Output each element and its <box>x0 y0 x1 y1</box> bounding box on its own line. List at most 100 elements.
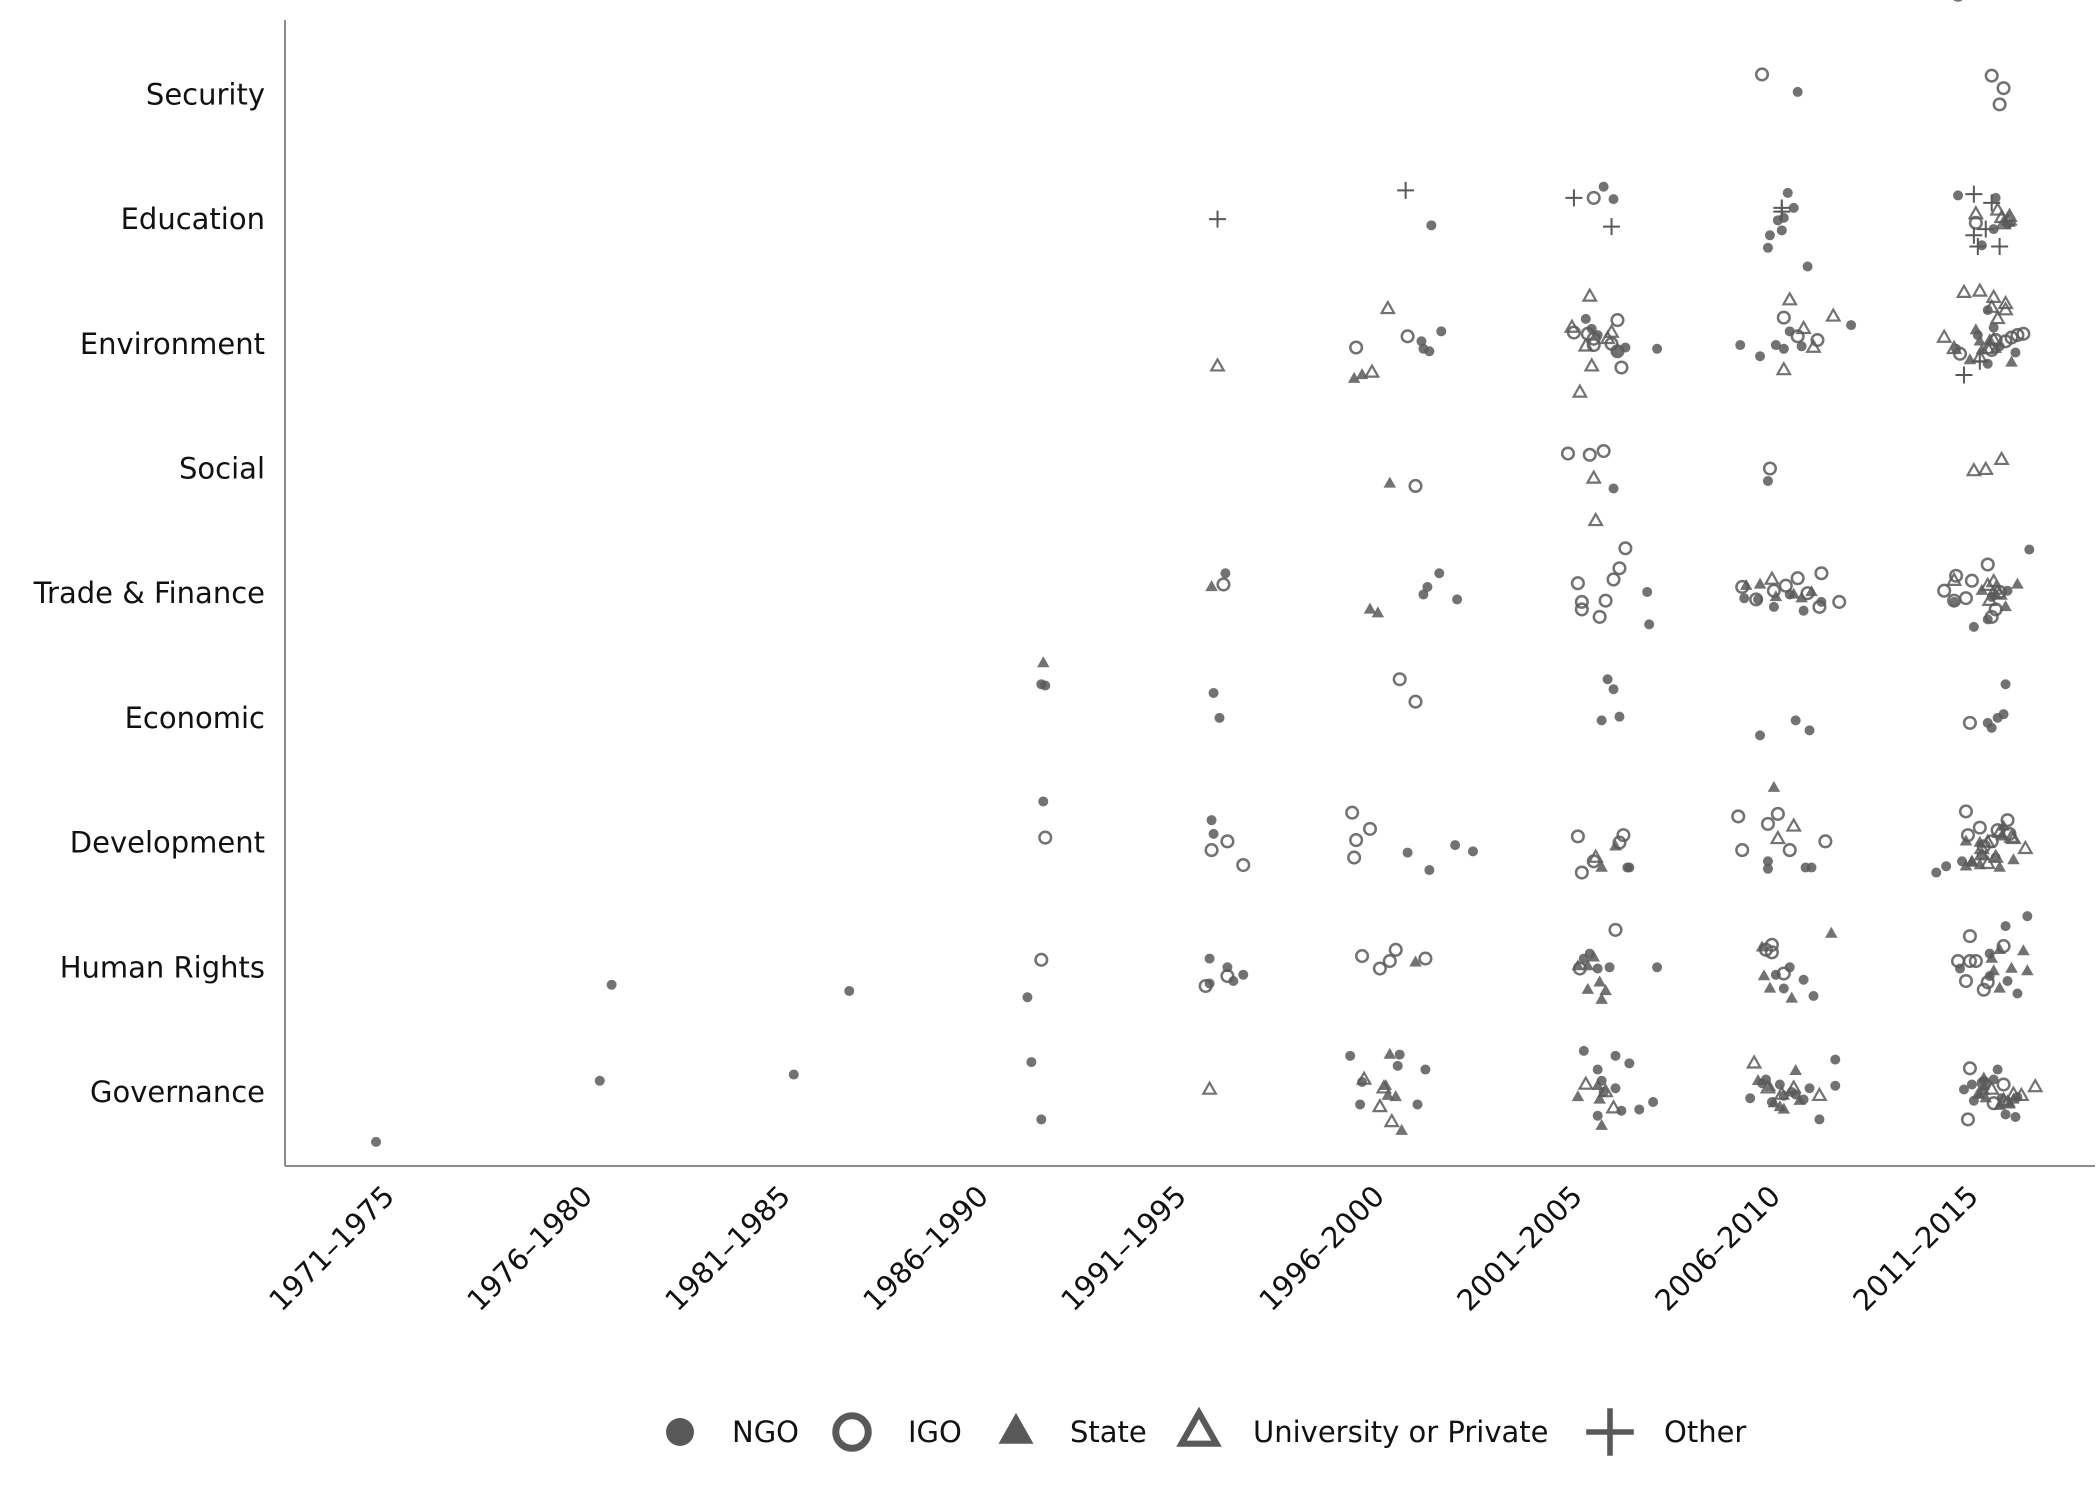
data-point-filled-triangle <box>2007 853 2020 865</box>
data-point-open-circle <box>1362 821 1378 836</box>
data-point-filled-circle <box>1770 340 1781 351</box>
data-point-filled-circle <box>2024 544 2035 555</box>
data-point-filled-circle <box>1778 343 1789 354</box>
data-point-open-circle <box>1586 331 1601 346</box>
data-point-filled-circle <box>1792 86 1803 97</box>
data-point-filled-circle <box>1966 1079 1977 1090</box>
data-point-filled-circle <box>1214 712 1225 723</box>
legend-item: Other <box>1586 1408 1746 1456</box>
data-point-filled-circle <box>1768 601 1779 612</box>
x-tick-label: 2001–2005 <box>1450 1179 1589 1318</box>
data-point-open-circle <box>1962 929 1977 944</box>
data-point-filled-circle <box>1774 1079 1785 1090</box>
data-point-filled-triangle <box>1595 860 1608 872</box>
data-point-filled-triangle <box>1757 969 1771 981</box>
data-point-filled-triangle <box>2005 355 2018 367</box>
data-point-open-triangle <box>1987 848 2004 863</box>
data-point-open-circle <box>1614 360 1629 375</box>
data-point-filled-triangle <box>1787 587 1800 599</box>
data-point-filled-circle <box>1450 840 1461 851</box>
data-point-open-circle <box>1950 954 1966 969</box>
data-point-open-circle <box>1782 843 1797 858</box>
x-tick-label: 1976–1980 <box>460 1179 599 1318</box>
data-point-plus <box>1971 352 1989 370</box>
data-point-filled-triangle <box>1409 955 1422 967</box>
data-point-filled-circle <box>1762 863 1773 874</box>
data-point-open-circle <box>1735 843 1750 858</box>
data-point-plus <box>1603 218 1621 236</box>
data-point-open-circle <box>2010 328 2025 343</box>
y-tick-label: Security <box>146 77 265 111</box>
data-point-filled-triangle <box>1571 1090 1585 1102</box>
data-point-filled-circle <box>1802 261 1813 272</box>
data-point-filled-circle <box>2000 921 2011 932</box>
data-point-filled-circle <box>1949 596 1960 607</box>
data-point-plus <box>1965 185 1983 203</box>
data-point-filled-circle <box>1988 322 1999 333</box>
data-point-open-triangle <box>1563 318 1581 333</box>
data-point-open-circle <box>1984 68 1999 83</box>
data-point-open-triangle <box>1989 309 2006 325</box>
data-point-open-circle <box>1980 975 1995 990</box>
data-point-filled-triangle <box>1805 585 1818 597</box>
data-point-filled-circle <box>1392 1060 1403 1071</box>
data-point-open-triangle <box>1785 1079 1802 1094</box>
data-point-filled-circle <box>1608 483 1619 494</box>
data-point-filled-circle <box>1804 1083 1815 1094</box>
data-point-filled-circle <box>1624 1058 1635 1069</box>
data-point-open-circle <box>1400 329 1415 344</box>
data-point-open-circle <box>1345 805 1360 820</box>
data-point-filled-circle <box>371 1136 382 1147</box>
data-point-open-triangle <box>1785 817 1802 832</box>
data-point-filled-triangle <box>1987 964 2000 976</box>
data-point-open-circle <box>1618 541 1633 556</box>
data-point-open-circle <box>1818 834 1833 849</box>
data-point-filled-circle <box>1610 1050 1621 1061</box>
data-point-filled-circle <box>1412 1099 1423 1110</box>
data-point-open-triangle <box>1209 357 1226 372</box>
legend: NGO IGO State University or Private Other <box>666 1406 1746 1456</box>
data-point-open-circle <box>1958 591 1974 606</box>
data-point-open-triangle <box>2013 1086 2030 1102</box>
data-point-open-triangle <box>1375 1079 1392 1094</box>
data-point-open-circle <box>1764 937 1779 952</box>
data-point-filled-circle <box>1424 865 1435 876</box>
data-point-open-triangle <box>1763 570 1781 585</box>
data-point-plus <box>1977 220 1995 238</box>
data-point-open-triangle <box>1971 282 1988 297</box>
data-point-open-circle <box>1764 945 1779 960</box>
data-point-filled-circle <box>1608 684 1619 695</box>
x-tick-label: 1981–1985 <box>658 1179 797 1318</box>
data-point-open-circle <box>2000 813 2015 828</box>
data-point-filled-circle <box>1345 1050 1356 1061</box>
data-point-open-circle <box>1749 592 1764 607</box>
data-point-open-circle <box>1574 865 1589 880</box>
data-point-open-triangle <box>1989 201 2006 216</box>
data-point-open-circle <box>1964 573 1979 588</box>
data-point-open-circle <box>1980 557 1995 572</box>
data-point-filled-circle <box>1452 594 1463 605</box>
data-point-filled-circle <box>1238 969 1249 980</box>
data-point-open-circle <box>1382 954 1397 969</box>
data-point-filled-triangle <box>2005 961 2018 973</box>
data-point-filled-circle <box>1814 1114 1825 1125</box>
data-point-open-circle <box>1968 954 1983 969</box>
data-point-open-circle <box>1347 850 1362 865</box>
data-point-open-circle <box>1778 578 1793 593</box>
data-point-open-triangle <box>1999 1094 2016 1109</box>
y-tick-label: Human Rights <box>60 950 265 984</box>
data-point-open-circle <box>1592 609 1607 624</box>
data-point-filled-triangle <box>1381 1088 1395 1100</box>
data-point-filled-circle <box>1788 202 1799 213</box>
data-point-filled-circle <box>788 1069 799 1080</box>
data-point-plus <box>1565 189 1583 207</box>
data-point-filled-circle <box>1596 715 1607 726</box>
data-point-filled-circle <box>1782 187 1793 198</box>
y-tick-label: Environment <box>80 327 265 361</box>
data-point-filled-triangle <box>1371 606 1385 618</box>
series-university-or-private <box>1201 201 2044 1128</box>
data-point-filled-circle <box>1610 1083 1621 1094</box>
data-point-open-circle <box>1388 942 1403 957</box>
data-point-open-triangle <box>1363 363 1381 378</box>
data-point-filled-triangle <box>1773 1100 1787 1112</box>
